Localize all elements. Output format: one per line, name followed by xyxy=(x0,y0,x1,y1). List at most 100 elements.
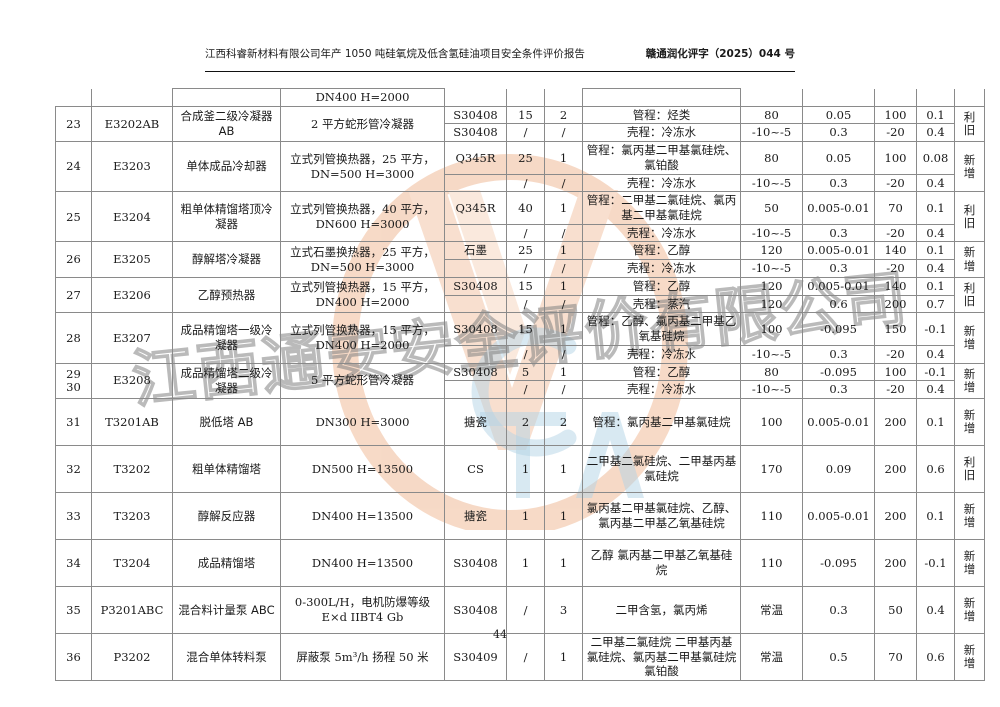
cell-design-pressure: 0.4 xyxy=(916,223,955,243)
cell-area: 25 xyxy=(506,141,545,175)
cell-spec: DN400 H=13500 xyxy=(280,538,445,587)
cell-medium: 管程：烃类 xyxy=(582,105,741,125)
cell-pressure: 0.3 xyxy=(802,585,875,634)
table-row: S30408// 壳程：冷冻水 -10~-5 0.3 -20 0.4 xyxy=(56,123,985,143)
cell-no: 27 xyxy=(55,276,92,314)
cell-design-temp: -20 xyxy=(874,173,917,193)
cell-name: 成品精馏塔一级冷凝器 xyxy=(172,312,281,364)
cell-spec: 立式石墨换热器，25 平方，DN=500 H=3000 xyxy=(280,241,445,278)
cell-design-temp: 100 xyxy=(874,141,917,175)
cell-status: 利旧 xyxy=(954,444,985,493)
cell-medium: 壳程：冷冻水 xyxy=(582,173,741,193)
running-head-left: 江西科睿新材料有限公司年产 1050 吨硅氧烷及低含氢硅油项目安全条件评价报告 xyxy=(205,48,585,60)
table-row-partial-top: DN400 H=2000 xyxy=(55,88,985,107)
cell-area: 2 xyxy=(506,397,545,446)
cell-temp: 100 xyxy=(740,312,803,346)
cell-area: / xyxy=(506,294,545,314)
cell-area: 1 xyxy=(506,444,545,493)
cell-name: 成品精馏塔 xyxy=(172,538,281,587)
cell-medium: 壳程：冷冻水 xyxy=(582,380,741,399)
cell-spec: 5 平方蛇形管冷凝器 xyxy=(280,362,445,399)
cell-material xyxy=(444,259,507,278)
cell-tag: T3203 xyxy=(91,491,173,540)
cell-area: / xyxy=(506,344,545,364)
cell-material: S30409 xyxy=(444,632,507,682)
cell-area: 1 xyxy=(506,538,545,587)
cell-design-temp: 140 xyxy=(874,241,917,261)
cell-design-pressure: 0.4 xyxy=(916,259,955,278)
cell-design-temp: 50 xyxy=(874,585,917,634)
cell-no: 33 xyxy=(55,491,92,540)
cell-pressure: 0.3 xyxy=(802,123,875,143)
cell-spec: DN300 H=3000 xyxy=(280,397,445,446)
cell-area: 15 xyxy=(506,105,545,125)
cell-design-pressure: -0.1 xyxy=(916,362,955,382)
cell-qty: 2 xyxy=(544,397,583,446)
cell-spec: 立式列管换热器，40 平方，DN600 H=3000 xyxy=(280,191,445,243)
cell-tag: P3202 xyxy=(91,632,173,682)
cell-design-temp: 150 xyxy=(874,312,917,346)
running-head-right: 赣通润化评字（2025）044 号 xyxy=(645,48,795,60)
cell-status: 新增 xyxy=(954,491,985,540)
cell-status: 利旧 xyxy=(954,105,985,143)
cell-design-pressure: 0.1 xyxy=(916,491,955,540)
cell-area: 40 xyxy=(506,191,545,225)
cell-medium: 壳程：冷冻水 xyxy=(582,223,741,243)
cell-design-temp: 200 xyxy=(874,538,917,587)
cell-area: 15 xyxy=(506,312,545,346)
cell-temp: 120 xyxy=(740,276,803,296)
cell-medium: 管程：二甲基二氯硅烷、氯丙基二甲基氯硅烷 xyxy=(582,191,741,225)
cell-spec: 2 平方蛇形管冷凝器 xyxy=(280,105,445,143)
cell-status: 新增 xyxy=(954,585,985,634)
table-row: 26 E3205 醇解塔冷凝器 立式石墨换热器，25 平方，DN=500 H=3000… xyxy=(55,241,985,278)
cell-area: / xyxy=(506,632,545,682)
cell-material: S30408 xyxy=(444,362,507,382)
cell-tag: T3202 xyxy=(91,444,173,493)
table-row: 28 E3207 成品精馏塔一级冷凝器 立式列管换热器，15 平方，DN400 H=2… xyxy=(55,312,985,364)
cell-design-pressure: 0.4 xyxy=(916,344,955,364)
cell-name: 醇解塔冷凝器 xyxy=(172,241,281,278)
cell-pressure: 0.5 xyxy=(802,632,875,682)
cell-area: / xyxy=(506,173,545,193)
cell-status: 利旧 xyxy=(954,276,985,314)
cell-spec: 立式列管换热器，15 平方，DN400 H=2000 xyxy=(280,276,445,314)
cell-name: 混合料计量泵 ABC xyxy=(172,585,281,634)
cell-no: 31 xyxy=(55,397,92,446)
cell-spec: 0-300L/H，电机防爆等级 E×d IIBT4 Gb xyxy=(280,585,445,634)
cell-medium: 二甲基二氯硅烷 二甲基丙基氯硅烷、氯丙基二甲基氯硅烷 氯铂酸 xyxy=(582,632,741,682)
cell-material: 搪瓷 xyxy=(444,491,507,540)
cell-tag: P3201ABC xyxy=(91,585,173,634)
table-row: 35 P3201ABC 混合料计量泵 ABC 0-300L/H，电机防爆等级 E×d … xyxy=(55,585,985,634)
cell-area: / xyxy=(506,380,545,399)
table-row: 32 T3202 粗单体精馏塔 DN500 H=13500 CS 1 1 二甲基二氯硅烷、二甲… xyxy=(55,444,985,493)
cell-material: S30408 xyxy=(444,276,507,296)
table-row: 27 E3206 乙醇预热器 立式列管换热器，15 平方，DN400 H=2000 S3… xyxy=(55,276,985,314)
cell-design-pressure: 0.1 xyxy=(916,191,955,225)
cell-status: 新增 xyxy=(954,632,985,682)
cell-temp: 120 xyxy=(740,294,803,314)
cell-tag: T3204 xyxy=(91,538,173,587)
cell-pressure: 0.05 xyxy=(802,105,875,125)
cell-design-pressure: 0.1 xyxy=(916,105,955,125)
cell-material xyxy=(444,380,507,399)
cell-qty: / xyxy=(544,294,583,314)
cell-no: 29 30 xyxy=(55,362,92,399)
cell-tag: E3207 xyxy=(91,312,173,364)
cell-material: S30408 xyxy=(444,538,507,587)
cell-material: S30408 xyxy=(444,585,507,634)
cell-area: 15 xyxy=(506,276,545,296)
cell-temp: -10~-5 xyxy=(740,223,803,243)
cell-design-temp: 100 xyxy=(874,105,917,125)
cell-name: 合成釜二级冷凝器 AB xyxy=(172,105,281,143)
cell-no: 23 xyxy=(55,105,92,143)
cell-temp: -10~-5 xyxy=(740,380,803,399)
cell-qty: 1 xyxy=(544,191,583,225)
cell-medium: 二甲含氢，氯丙烯 xyxy=(582,585,741,634)
cell-pressure: 0.6 xyxy=(802,294,875,314)
cell-medium: 壳程：蒸汽 xyxy=(582,294,741,314)
cell-medium: 二甲基二氯硅烷、二甲基丙基氯硅烷 xyxy=(582,444,741,493)
cell-area: / xyxy=(506,223,545,243)
cell-design-pressure: 0.7 xyxy=(916,294,955,314)
cell-design-temp: 200 xyxy=(874,397,917,446)
cell-material: S30408 xyxy=(444,123,507,143)
